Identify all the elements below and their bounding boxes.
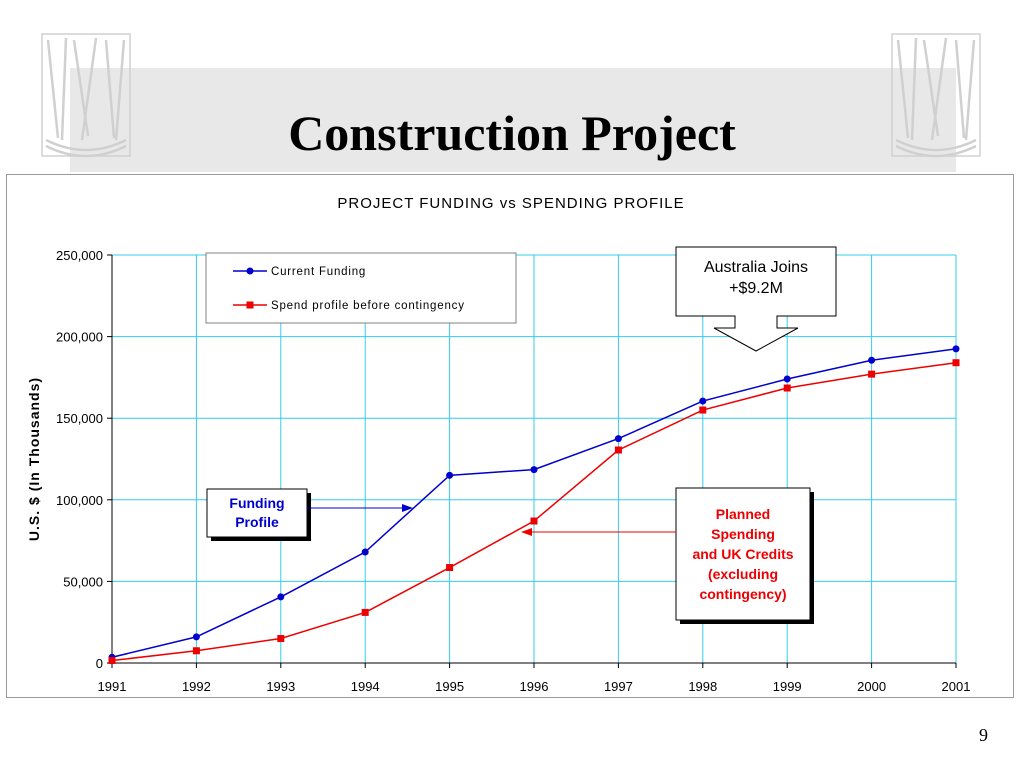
funding-point bbox=[699, 397, 707, 405]
x-tick-label: 1998 bbox=[688, 679, 717, 694]
spending-point bbox=[108, 657, 116, 665]
spending-point bbox=[952, 359, 960, 367]
funding-point bbox=[783, 375, 791, 383]
funding-point bbox=[614, 435, 622, 443]
spending-point bbox=[192, 647, 200, 655]
right-logo bbox=[886, 28, 986, 162]
page-number: 9 bbox=[979, 725, 988, 745]
funding-point bbox=[361, 548, 369, 556]
x-tick-label: 1993 bbox=[266, 679, 295, 694]
spending-point bbox=[446, 564, 454, 572]
x-tick-label: 1992 bbox=[182, 679, 211, 694]
y-tick-label: 200,000 bbox=[56, 330, 103, 345]
planned-spending-arrowhead bbox=[521, 528, 532, 536]
y-tick-label: 100,000 bbox=[56, 493, 103, 508]
x-tick-label: 1995 bbox=[435, 679, 464, 694]
spending-point bbox=[530, 517, 538, 525]
spending-point bbox=[783, 384, 791, 392]
funding-point bbox=[530, 466, 538, 474]
title-band bbox=[70, 68, 956, 172]
planned-spending-line3: and UK Credits bbox=[692, 546, 793, 562]
y-tick-label: 250,000 bbox=[56, 248, 103, 263]
australia-callout bbox=[675, 246, 837, 352]
x-tick-label: 2000 bbox=[857, 679, 886, 694]
y-axis-label: U.S. $ (In Thousands) bbox=[26, 377, 42, 541]
x-tick-label: 1996 bbox=[520, 679, 549, 694]
funding-profile-box bbox=[206, 488, 308, 538]
chart-title: PROJECT FUNDING vs SPENDING PROFILE bbox=[337, 195, 684, 212]
legend-marker bbox=[246, 301, 254, 309]
x-tick-label: 1994 bbox=[351, 679, 380, 694]
funding-profile-line2: Profile bbox=[235, 514, 279, 530]
funding-profile-line1: Funding bbox=[229, 495, 284, 511]
funding-point bbox=[277, 593, 285, 601]
x-tick-label: 1999 bbox=[773, 679, 802, 694]
funding-profile-arrowhead bbox=[402, 504, 413, 512]
legend-marker bbox=[246, 267, 254, 275]
planned-spending-line1: Planned bbox=[716, 506, 770, 522]
planned-spending-box bbox=[675, 487, 811, 621]
legend-spend-profile: Spend profile before contingency bbox=[271, 300, 465, 312]
funding-point bbox=[446, 471, 454, 479]
australia-callout-line1: Australia Joins bbox=[704, 259, 808, 276]
planned-spending-line5: contingency) bbox=[699, 586, 786, 602]
planned-spending-line2: Spending bbox=[711, 526, 775, 542]
x-tick-label: 2001 bbox=[942, 679, 971, 694]
funding-point bbox=[952, 345, 960, 353]
slide-title: Construction Project bbox=[288, 105, 736, 161]
y-tick-label: 50,000 bbox=[63, 574, 103, 589]
funding-point bbox=[868, 356, 876, 364]
y-tick-label: 0 bbox=[96, 656, 103, 671]
spending-point bbox=[277, 635, 285, 643]
spending-point bbox=[868, 370, 876, 378]
x-tick-label: 1997 bbox=[604, 679, 633, 694]
funding-point bbox=[192, 633, 200, 641]
legend-current-funding: Current Funding bbox=[271, 266, 366, 278]
chart-frame: PROJECT FUNDING vs SPENDING PROFILE 0 50,0… bbox=[6, 174, 1014, 698]
spending-point bbox=[699, 406, 707, 414]
australia-callout-line2: +$9.2M bbox=[729, 280, 783, 297]
legend-box bbox=[205, 252, 517, 324]
left-logo bbox=[36, 28, 136, 162]
planned-spending-line4: (excluding bbox=[708, 566, 778, 582]
spending-point bbox=[361, 608, 369, 616]
x-tick-label: 1991 bbox=[98, 679, 127, 694]
spending-point bbox=[614, 446, 622, 454]
chart: PROJECT FUNDING vs SPENDING PROFILE 0 50,0… bbox=[26, 195, 971, 694]
y-tick-label: 150,000 bbox=[56, 411, 103, 426]
